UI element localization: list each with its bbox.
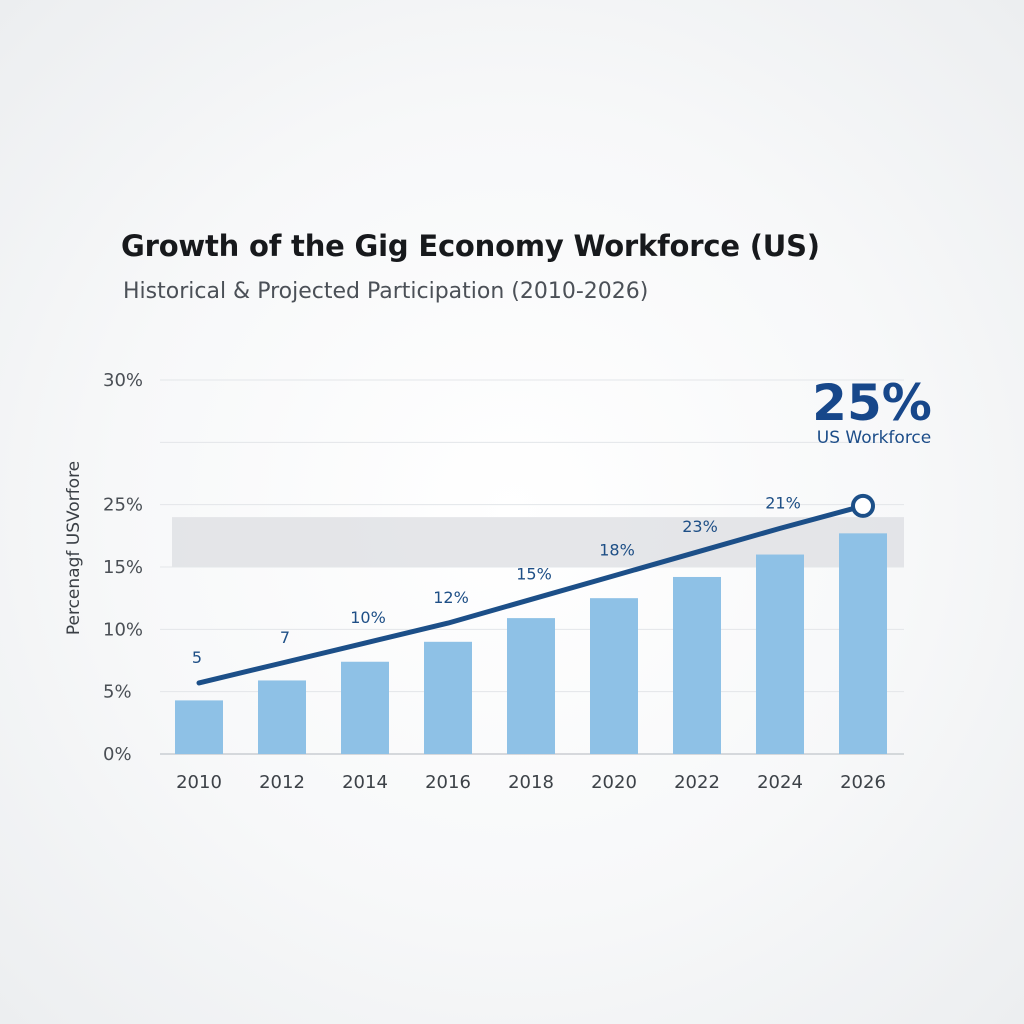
bar (175, 700, 223, 754)
bar (341, 661, 389, 754)
point-label: 21% (765, 493, 801, 512)
y-tick-label: 5% (103, 682, 132, 703)
y-tick-label: 25% (103, 495, 143, 516)
trend-line-layer (196, 493, 875, 686)
bar (839, 533, 887, 754)
x-tick-label: 2014 (342, 772, 388, 793)
y-tick-label: 10% (103, 619, 143, 640)
y-tick-label: 0% (103, 744, 132, 765)
x-tick-label: 2018 (508, 772, 554, 793)
point-label: 18% (599, 541, 635, 560)
x-tick-label: 2010 (176, 772, 222, 793)
y-tick-label: 30% (103, 370, 143, 391)
bar (424, 641, 472, 754)
bar (590, 598, 638, 754)
callout: 25% US Workforce (812, 374, 932, 448)
chart-title: Growth of the Gig Economy Workforce (US) (121, 229, 820, 263)
bar (258, 680, 306, 754)
chart-subtitle: Historical & Projected Participation (20… (123, 279, 649, 304)
callout-value: 25% (812, 374, 932, 432)
callout-label: US Workforce (817, 428, 932, 448)
point-label: 7 (280, 628, 290, 647)
bars (175, 533, 887, 754)
x-tick-label: 2016 (425, 772, 471, 793)
y-tick-label: 15% (103, 557, 143, 578)
x-tick-label: 2012 (259, 772, 305, 793)
point-label: 10% (350, 608, 386, 627)
bar (507, 618, 555, 754)
labels: 0% 5% 10% 15% 25% 30% 2010 2012 2014 2016 2018 2020… (103, 370, 886, 793)
x-tick-label: 2026 (840, 772, 886, 793)
x-tick-label: 2024 (757, 772, 803, 793)
bar (756, 554, 804, 754)
point-label: 12% (433, 588, 469, 607)
trend-end-marker (851, 493, 875, 518)
trend-line (196, 503, 866, 686)
point-label: 15% (516, 564, 552, 583)
x-tick-label: 2022 (674, 772, 720, 793)
x-tick-label: 2020 (591, 772, 637, 793)
point-label: 23% (682, 517, 718, 536)
point-label: 5 (192, 648, 202, 667)
bar (673, 576, 721, 754)
